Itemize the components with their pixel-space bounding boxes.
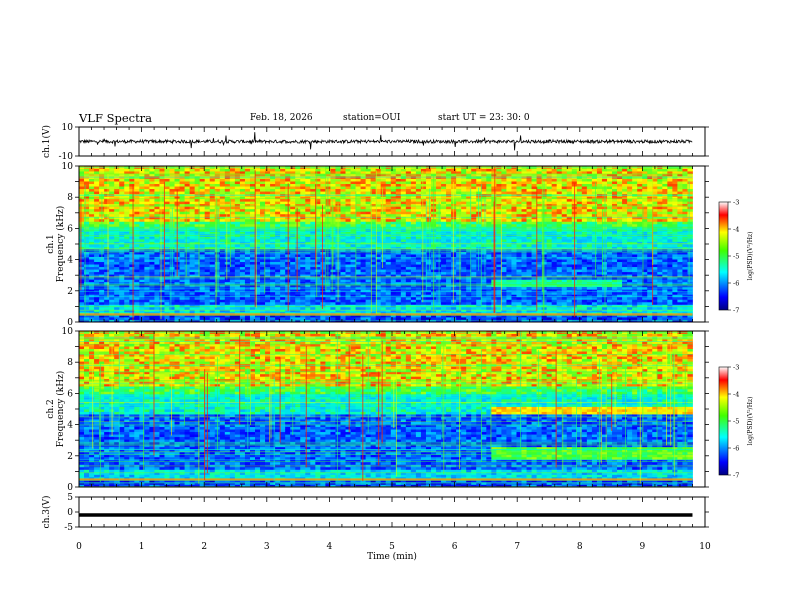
ch2-axis-label: ch.2Frequency (kHz) (46, 371, 66, 448)
ch1-axis-label: ch.1(V) (41, 125, 52, 158)
ch1-colorbar-label: log(PSD)(V²/Hz) (747, 232, 754, 281)
ch3-axis-label: ch.3(V) (41, 496, 52, 529)
ch2-freq-tick: 0 (67, 483, 73, 493)
ch1-axis-label: ch.1Frequency (kHz) (46, 206, 66, 283)
ch2-colorbar-tick-label: -6 (733, 445, 739, 453)
ch1-freq-tick: 2 (67, 287, 73, 297)
ch2-colorbar-tick-label: -5 (733, 418, 739, 426)
ch1-freq-tick: 6 (67, 224, 73, 234)
ch3-ytick-label: -5 (64, 523, 73, 533)
ch2-colorbar-tick-label: -7 (733, 472, 739, 480)
ch2-spectrogram (79, 331, 693, 488)
ch3-ytick-label: 5 (67, 493, 73, 503)
ch2-freq-tick: 2 (67, 452, 73, 462)
ch2-freq-tick: 8 (67, 358, 73, 368)
ch1-colorbar-tick-label: -3 (733, 199, 739, 207)
ch1-ytick-top: 10 (62, 123, 74, 133)
ch1-freq-tick: 0 (67, 318, 73, 328)
ch1-waveform-trace (78, 132, 693, 151)
x-tick-label: 10 (699, 542, 711, 552)
x-tick-label: 9 (640, 542, 646, 552)
x-tick-label: 7 (514, 542, 520, 552)
ch3-ytick-label: 0 (67, 508, 73, 518)
ch1-colorbar-tick-label: -6 (733, 280, 739, 288)
x-axis-label: Time (min) (367, 551, 417, 562)
ch1-spectrogram (79, 165, 693, 323)
ch1-freq-tick: 4 (67, 256, 73, 266)
ch2-colorbar-tick-label: -3 (733, 364, 739, 372)
x-tick-label: 5 (389, 542, 395, 552)
x-tick-label: 4 (327, 542, 333, 552)
ch1-freq-tick: 8 (67, 193, 73, 203)
start-time-label: start UT = 23: 30: 0 (438, 113, 530, 123)
ch1-colorbar-tick-label: -7 (733, 307, 739, 315)
ch2-colorbar-label: log(PSD)(V²/Hz) (747, 397, 754, 446)
x-tick-label: 1 (139, 542, 145, 552)
ch2-colorbar (718, 366, 729, 476)
ch1-colorbar (718, 201, 729, 311)
ch1-freq-tick: 10 (62, 162, 74, 172)
chart-title: VLF Spectra (79, 111, 153, 125)
ch1-colorbar-tick-label: -4 (733, 226, 739, 234)
ch2-freq-tick: 6 (67, 389, 73, 399)
x-tick-label: 3 (264, 542, 270, 552)
ch2-freq-tick: 10 (62, 327, 74, 337)
x-tick-label: 8 (577, 542, 583, 552)
station-label: station=OUI (343, 113, 401, 123)
x-tick-label: 0 (76, 542, 82, 552)
ch1-ytick-bottom: -10 (59, 152, 74, 162)
ch2-freq-tick: 4 (67, 421, 73, 431)
ch2-colorbar-tick-label: -4 (733, 391, 739, 399)
x-tick-label: 6 (452, 542, 458, 552)
x-tick-label: 2 (201, 542, 207, 552)
ch1-colorbar-tick-label: -5 (733, 253, 739, 261)
date-label: Feb. 18, 2026 (250, 113, 313, 123)
